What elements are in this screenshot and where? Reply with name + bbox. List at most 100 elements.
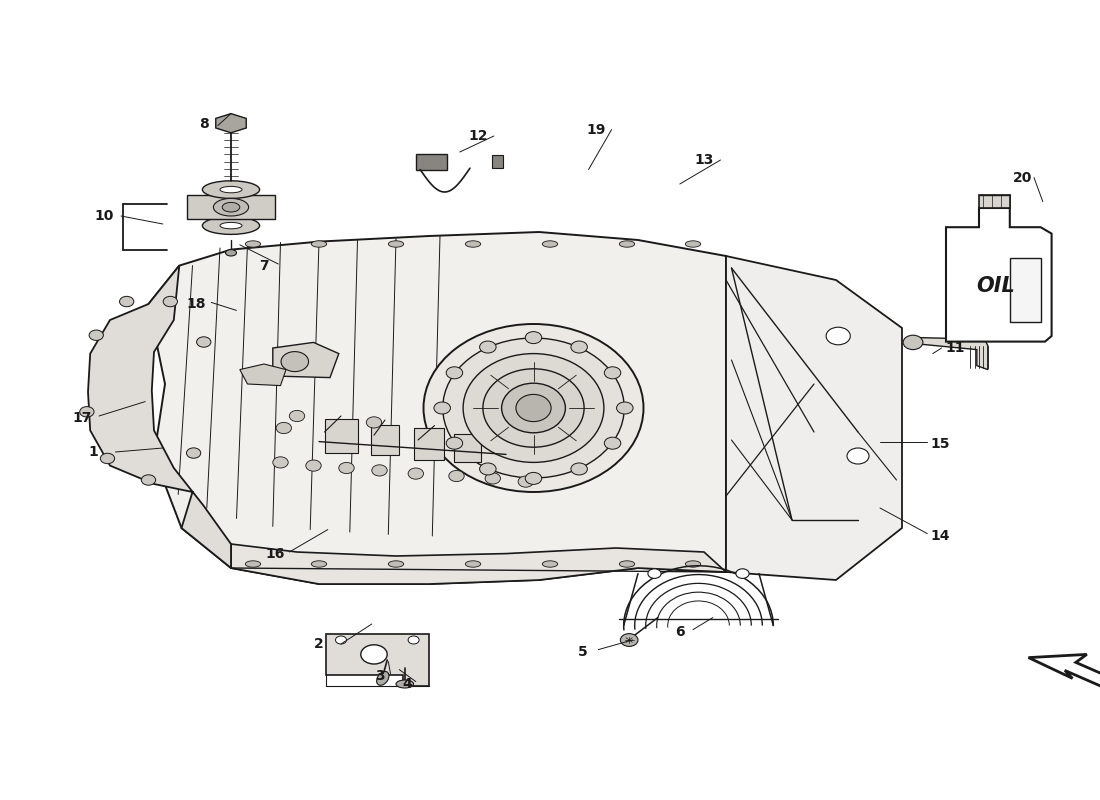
Ellipse shape	[187, 448, 201, 458]
Ellipse shape	[480, 463, 496, 475]
Ellipse shape	[372, 465, 387, 476]
Ellipse shape	[202, 181, 260, 198]
Ellipse shape	[447, 366, 463, 378]
Ellipse shape	[361, 645, 387, 664]
Text: 10: 10	[95, 209, 114, 223]
Ellipse shape	[222, 202, 240, 212]
Polygon shape	[326, 634, 429, 686]
Text: 5: 5	[579, 645, 587, 659]
Ellipse shape	[502, 383, 565, 433]
Polygon shape	[148, 232, 726, 584]
Ellipse shape	[571, 341, 587, 353]
Ellipse shape	[485, 473, 501, 484]
Ellipse shape	[376, 671, 389, 686]
Ellipse shape	[616, 402, 634, 414]
Text: 16: 16	[265, 546, 285, 561]
Ellipse shape	[388, 241, 404, 247]
Ellipse shape	[220, 186, 242, 193]
Ellipse shape	[604, 437, 620, 450]
Ellipse shape	[463, 354, 604, 462]
Ellipse shape	[433, 402, 451, 414]
Polygon shape	[324, 419, 358, 453]
Ellipse shape	[220, 222, 242, 229]
Ellipse shape	[408, 636, 419, 644]
Ellipse shape	[202, 217, 260, 234]
Ellipse shape	[141, 475, 156, 485]
Ellipse shape	[465, 561, 481, 567]
Ellipse shape	[447, 437, 463, 450]
Text: 19: 19	[586, 122, 606, 137]
Ellipse shape	[685, 561, 701, 567]
Ellipse shape	[648, 569, 661, 578]
Ellipse shape	[442, 338, 625, 478]
Text: 6: 6	[675, 625, 684, 639]
Ellipse shape	[571, 463, 587, 475]
Ellipse shape	[388, 561, 404, 567]
Ellipse shape	[465, 241, 481, 247]
Polygon shape	[979, 195, 1010, 208]
Text: 17: 17	[73, 410, 92, 425]
Ellipse shape	[847, 448, 869, 464]
Text: 15: 15	[931, 437, 950, 451]
Ellipse shape	[311, 561, 327, 567]
Polygon shape	[416, 154, 447, 170]
Polygon shape	[414, 428, 444, 460]
Ellipse shape	[449, 470, 464, 482]
Text: 8: 8	[199, 117, 208, 131]
Ellipse shape	[604, 366, 620, 378]
Ellipse shape	[336, 636, 346, 644]
Ellipse shape	[526, 331, 541, 344]
Polygon shape	[453, 434, 482, 462]
Text: 1: 1	[89, 445, 98, 459]
Ellipse shape	[339, 462, 354, 474]
Ellipse shape	[197, 337, 211, 347]
Ellipse shape	[366, 417, 382, 428]
Ellipse shape	[620, 634, 638, 646]
Polygon shape	[231, 544, 726, 584]
Ellipse shape	[619, 241, 635, 247]
Polygon shape	[918, 338, 988, 370]
Ellipse shape	[542, 561, 558, 567]
Polygon shape	[492, 155, 503, 168]
Polygon shape	[88, 266, 231, 568]
Ellipse shape	[826, 327, 850, 345]
Text: 3: 3	[375, 669, 384, 683]
Ellipse shape	[245, 241, 261, 247]
Ellipse shape	[518, 476, 534, 487]
Polygon shape	[371, 425, 398, 455]
Ellipse shape	[273, 457, 288, 468]
Ellipse shape	[396, 680, 414, 688]
Text: 2: 2	[315, 637, 323, 651]
Ellipse shape	[306, 460, 321, 471]
Ellipse shape	[542, 241, 558, 247]
Ellipse shape	[289, 410, 305, 422]
Text: 11: 11	[945, 341, 965, 355]
Text: 20: 20	[1013, 170, 1033, 185]
Ellipse shape	[282, 351, 308, 371]
Ellipse shape	[408, 468, 424, 479]
Ellipse shape	[685, 241, 701, 247]
Ellipse shape	[526, 472, 541, 484]
Polygon shape	[216, 114, 246, 133]
Ellipse shape	[619, 561, 635, 567]
Text: 13: 13	[694, 153, 714, 167]
Ellipse shape	[120, 296, 134, 306]
Ellipse shape	[276, 422, 292, 434]
Polygon shape	[273, 342, 339, 378]
Ellipse shape	[89, 330, 103, 341]
Text: OIL: OIL	[976, 275, 1015, 296]
Ellipse shape	[483, 369, 584, 447]
Ellipse shape	[213, 198, 249, 216]
Ellipse shape	[736, 569, 749, 578]
Text: 12: 12	[469, 129, 488, 143]
Polygon shape	[187, 195, 275, 219]
Polygon shape	[726, 256, 902, 580]
Ellipse shape	[903, 335, 923, 350]
Ellipse shape	[100, 454, 114, 464]
Text: 14: 14	[931, 529, 950, 543]
Ellipse shape	[480, 341, 496, 353]
Polygon shape	[946, 208, 1052, 342]
Ellipse shape	[311, 241, 327, 247]
Ellipse shape	[424, 324, 644, 492]
Ellipse shape	[516, 394, 551, 422]
